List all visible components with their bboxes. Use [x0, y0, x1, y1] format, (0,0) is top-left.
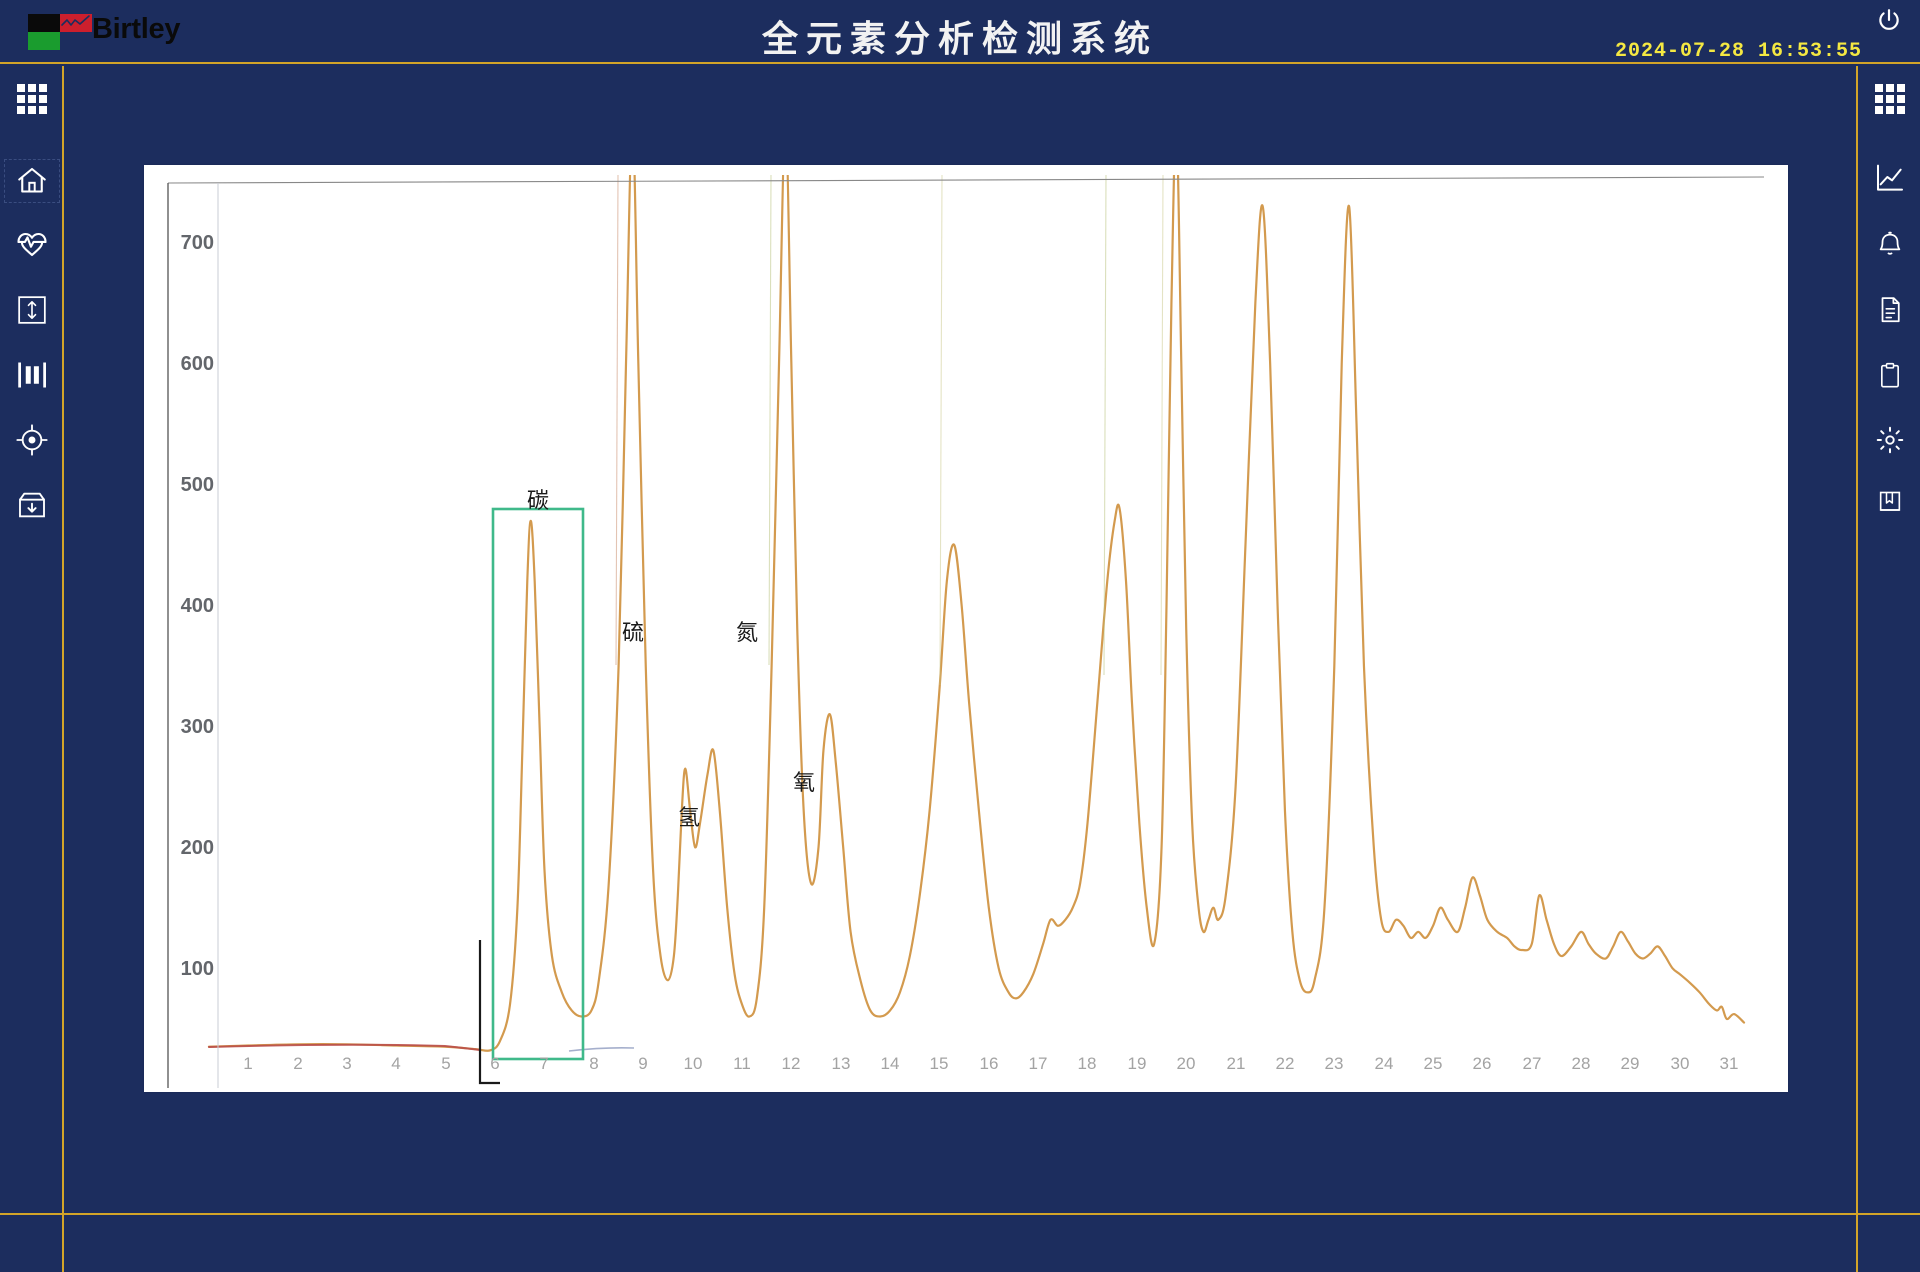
- svg-text:12: 12: [782, 1054, 801, 1073]
- svg-text:14: 14: [881, 1054, 900, 1073]
- svg-text:25: 25: [1424, 1054, 1443, 1073]
- svg-text:31: 31: [1720, 1054, 1739, 1073]
- svg-text:27: 27: [1523, 1054, 1542, 1073]
- svg-text:24: 24: [1375, 1054, 1394, 1073]
- svg-text:硫: 硫: [622, 620, 644, 645]
- svg-text:13: 13: [832, 1054, 851, 1073]
- svg-text:氢: 氢: [678, 805, 700, 830]
- svg-text:7: 7: [539, 1054, 548, 1073]
- svg-text:6: 6: [490, 1054, 499, 1073]
- svg-text:300: 300: [181, 716, 214, 738]
- svg-text:15: 15: [930, 1054, 949, 1073]
- svg-text:29: 29: [1621, 1054, 1640, 1073]
- svg-text:28: 28: [1572, 1054, 1591, 1073]
- svg-text:9: 9: [638, 1054, 647, 1073]
- svg-text:100: 100: [181, 958, 214, 980]
- svg-text:700: 700: [181, 232, 214, 254]
- svg-text:氮: 氮: [736, 620, 758, 645]
- svg-text:30: 30: [1671, 1054, 1690, 1073]
- svg-text:10: 10: [684, 1054, 703, 1073]
- svg-text:600: 600: [181, 353, 214, 375]
- svg-text:1: 1: [243, 1054, 252, 1073]
- svg-text:26: 26: [1473, 1054, 1492, 1073]
- svg-text:17: 17: [1029, 1054, 1048, 1073]
- svg-text:22: 22: [1276, 1054, 1295, 1073]
- svg-text:4: 4: [391, 1054, 400, 1073]
- svg-text:200: 200: [181, 837, 214, 859]
- svg-text:19: 19: [1128, 1054, 1147, 1073]
- svg-text:11: 11: [733, 1054, 751, 1073]
- svg-text:氧: 氧: [793, 770, 815, 795]
- svg-text:16: 16: [980, 1054, 999, 1073]
- svg-text:500: 500: [181, 474, 214, 496]
- svg-text:21: 21: [1227, 1054, 1246, 1073]
- svg-text:23: 23: [1325, 1054, 1344, 1073]
- svg-text:8: 8: [589, 1054, 598, 1073]
- svg-text:20: 20: [1177, 1054, 1196, 1073]
- svg-text:18: 18: [1078, 1054, 1097, 1073]
- svg-text:5: 5: [441, 1054, 450, 1073]
- svg-text:2: 2: [293, 1054, 302, 1073]
- svg-text:400: 400: [181, 595, 214, 617]
- svg-text:碳: 碳: [527, 488, 549, 513]
- svg-text:3: 3: [342, 1054, 351, 1073]
